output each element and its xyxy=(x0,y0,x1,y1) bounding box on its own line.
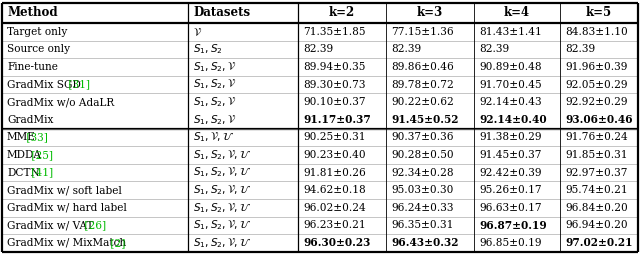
Text: 91.17±0.37: 91.17±0.37 xyxy=(303,114,371,125)
Text: GradMix w/ soft label: GradMix w/ soft label xyxy=(7,185,122,195)
Text: 89.30±0.73: 89.30±0.73 xyxy=(303,80,365,90)
Text: Fine-tune: Fine-tune xyxy=(7,62,58,72)
Text: 92.97±0.37: 92.97±0.37 xyxy=(565,168,627,178)
Text: [26]: [26] xyxy=(81,221,106,230)
Text: 84.83±1.10: 84.83±1.10 xyxy=(565,27,628,37)
Text: 95.74±0.21: 95.74±0.21 xyxy=(565,185,628,195)
Text: $S_1, S_2, \mathcal{V}, \mathcal{U}$: $S_1, S_2, \mathcal{V}, \mathcal{U}$ xyxy=(193,201,251,215)
Text: 96.85±0.19: 96.85±0.19 xyxy=(479,238,541,248)
Text: k=4: k=4 xyxy=(504,6,530,20)
Text: GradMix w/ MixMatch: GradMix w/ MixMatch xyxy=(7,238,126,248)
Text: 91.76±0.24: 91.76±0.24 xyxy=(565,132,628,142)
Text: GradMix: GradMix xyxy=(7,115,53,125)
Text: 82.39: 82.39 xyxy=(303,44,333,54)
Text: 89.94±0.35: 89.94±0.35 xyxy=(303,62,365,72)
Text: 92.14±0.40: 92.14±0.40 xyxy=(479,114,547,125)
Text: $S_1, S_2, \mathcal{V}$: $S_1, S_2, \mathcal{V}$ xyxy=(193,113,236,127)
Text: 91.38±0.29: 91.38±0.29 xyxy=(479,132,541,142)
Text: GradMix w/ hard label: GradMix w/ hard label xyxy=(7,203,127,213)
Text: 96.24±0.33: 96.24±0.33 xyxy=(391,203,454,213)
Text: $\mathcal{V}$: $\mathcal{V}$ xyxy=(193,26,202,38)
Text: [33]: [33] xyxy=(23,132,48,142)
Text: 90.28±0.50: 90.28±0.50 xyxy=(391,150,454,160)
Text: 91.85±0.31: 91.85±0.31 xyxy=(565,150,627,160)
Text: k=2: k=2 xyxy=(329,6,355,20)
Text: 81.43±1.41: 81.43±1.41 xyxy=(479,27,541,37)
Text: [25]: [25] xyxy=(28,150,53,160)
Text: k=5: k=5 xyxy=(586,6,612,20)
Text: 95.26±0.17: 95.26±0.17 xyxy=(479,185,541,195)
Text: $S_1, S_2, \mathcal{V}, \mathcal{U}$: $S_1, S_2, \mathcal{V}, \mathcal{U}$ xyxy=(193,148,251,162)
Text: GradMix SGD: GradMix SGD xyxy=(7,80,81,90)
Text: 91.70±0.45: 91.70±0.45 xyxy=(479,80,541,90)
Text: 92.05±0.29: 92.05±0.29 xyxy=(565,80,627,90)
Text: $S_1, S_2, \mathcal{V}$: $S_1, S_2, \mathcal{V}$ xyxy=(193,60,236,74)
Text: 96.30±0.23: 96.30±0.23 xyxy=(303,237,371,249)
Text: 96.35±0.31: 96.35±0.31 xyxy=(391,221,453,230)
Text: 90.37±0.36: 90.37±0.36 xyxy=(391,132,454,142)
Text: 89.86±0.46: 89.86±0.46 xyxy=(391,62,454,72)
Text: 90.89±0.48: 90.89±0.48 xyxy=(479,62,541,72)
Text: 82.39: 82.39 xyxy=(479,44,509,54)
Text: [2]: [2] xyxy=(108,238,125,248)
Text: 82.39: 82.39 xyxy=(391,44,421,54)
Text: 96.87±0.19: 96.87±0.19 xyxy=(479,220,547,231)
Text: 96.02±0.24: 96.02±0.24 xyxy=(303,203,365,213)
Text: $S_1, S_2, \mathcal{V}$: $S_1, S_2, \mathcal{V}$ xyxy=(193,95,236,109)
Text: 94.62±0.18: 94.62±0.18 xyxy=(303,185,365,195)
Text: 96.84±0.20: 96.84±0.20 xyxy=(565,203,628,213)
Text: 90.10±0.37: 90.10±0.37 xyxy=(303,97,365,107)
Text: GradMix w/o AdaLR: GradMix w/o AdaLR xyxy=(7,97,115,107)
Text: 90.23±0.40: 90.23±0.40 xyxy=(303,150,365,160)
Text: $S_1, S_2, \mathcal{V}$: $S_1, S_2, \mathcal{V}$ xyxy=(193,78,236,91)
Text: 89.78±0.72: 89.78±0.72 xyxy=(391,80,454,90)
Text: 82.39: 82.39 xyxy=(565,44,595,54)
Text: 96.23±0.21: 96.23±0.21 xyxy=(303,221,365,230)
Text: $S_1, \mathcal{V}, \mathcal{U}$: $S_1, \mathcal{V}, \mathcal{U}$ xyxy=(193,131,234,144)
Text: 92.42±0.39: 92.42±0.39 xyxy=(479,168,541,178)
Text: GradMix w/ VAT: GradMix w/ VAT xyxy=(7,221,93,230)
Text: k=3: k=3 xyxy=(417,6,443,20)
Text: [31]: [31] xyxy=(65,80,90,90)
Text: 96.43±0.32: 96.43±0.32 xyxy=(391,237,458,249)
Text: $S_1, S_2, \mathcal{V}, \mathcal{U}$: $S_1, S_2, \mathcal{V}, \mathcal{U}$ xyxy=(193,236,251,250)
Text: Target only: Target only xyxy=(7,27,67,37)
Text: $S_1, S_2$: $S_1, S_2$ xyxy=(193,42,223,56)
Text: $S_1, S_2, \mathcal{V}, \mathcal{U}$: $S_1, S_2, \mathcal{V}, \mathcal{U}$ xyxy=(193,218,251,232)
Text: Datasets: Datasets xyxy=(193,6,250,20)
Text: [41]: [41] xyxy=(28,168,53,178)
Text: 91.96±0.39: 91.96±0.39 xyxy=(565,62,627,72)
Text: 90.22±0.62: 90.22±0.62 xyxy=(391,97,454,107)
Text: 91.45±0.37: 91.45±0.37 xyxy=(479,150,541,160)
Text: 92.14±0.43: 92.14±0.43 xyxy=(479,97,541,107)
Text: 96.94±0.20: 96.94±0.20 xyxy=(565,221,628,230)
Text: MME: MME xyxy=(7,132,36,142)
Text: 77.15±1.36: 77.15±1.36 xyxy=(391,27,454,37)
Text: 92.92±0.29: 92.92±0.29 xyxy=(565,97,627,107)
Text: Source only: Source only xyxy=(7,44,70,54)
Text: 97.02±0.21: 97.02±0.21 xyxy=(565,237,632,249)
Text: MDDA: MDDA xyxy=(7,150,42,160)
Text: Method: Method xyxy=(7,6,58,20)
Text: 95.03±0.30: 95.03±0.30 xyxy=(391,185,453,195)
Text: $S_1, S_2, \mathcal{V}, \mathcal{U}$: $S_1, S_2, \mathcal{V}, \mathcal{U}$ xyxy=(193,183,251,197)
Text: DCTN: DCTN xyxy=(7,168,40,178)
Text: $S_1, S_2, \mathcal{V}, \mathcal{U}$: $S_1, S_2, \mathcal{V}, \mathcal{U}$ xyxy=(193,166,251,179)
Text: 71.35±1.85: 71.35±1.85 xyxy=(303,27,365,37)
Text: 91.81±0.26: 91.81±0.26 xyxy=(303,168,365,178)
Text: 96.63±0.17: 96.63±0.17 xyxy=(479,203,541,213)
Text: 93.06±0.46: 93.06±0.46 xyxy=(565,114,632,125)
Text: 90.25±0.31: 90.25±0.31 xyxy=(303,132,365,142)
Text: 92.34±0.28: 92.34±0.28 xyxy=(391,168,454,178)
Text: 91.45±0.52: 91.45±0.52 xyxy=(391,114,458,125)
